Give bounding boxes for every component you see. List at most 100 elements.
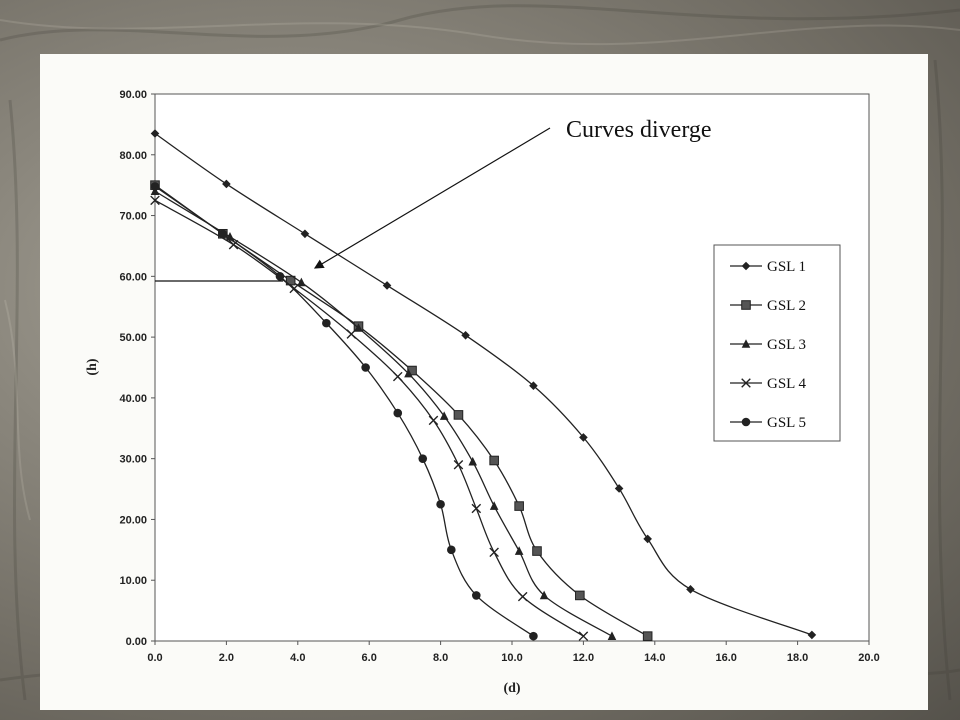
y-axis-title: (h) [85, 358, 100, 375]
data-point [461, 330, 470, 340]
data-point [517, 591, 528, 602]
legend-label: GSL 2 [767, 298, 806, 314]
data-point [539, 590, 549, 600]
x-tick-label: 4.0 [290, 652, 305, 664]
data-point [807, 630, 817, 640]
data-point [575, 590, 585, 601]
legend-entry: GSL 4 [730, 376, 807, 392]
legend-entry: GSL 1 [730, 259, 806, 275]
data-point [150, 186, 160, 196]
data-point [447, 545, 456, 555]
y-tick-label: 50.00 [119, 332, 147, 344]
data-point [578, 631, 589, 641]
x-tick-label: 20.0 [858, 652, 879, 664]
legend-label: GSL 3 [767, 337, 806, 353]
data-point [393, 408, 403, 418]
y-tick-label: 70.00 [119, 211, 147, 223]
legend-entry: GSL 5 [730, 415, 806, 431]
x-tick-label: 0.0 [147, 652, 162, 664]
data-point [453, 410, 464, 420]
data-point [354, 323, 363, 332]
y-tick-label: 60.00 [119, 271, 147, 283]
y-axis-ticks: 0.00 10.00 20.00 30.00 40.00 50.00 60.00 70.00 8… [119, 89, 155, 648]
data-point [297, 277, 306, 287]
data-point [404, 368, 413, 378]
data-point [643, 534, 652, 544]
data-point [150, 195, 160, 206]
annotation-text: Curves diverge [566, 117, 712, 143]
data-point [471, 503, 482, 514]
data-point [489, 547, 499, 558]
data-point [275, 272, 285, 281]
series-1 [150, 129, 817, 640]
data-point [428, 415, 439, 426]
data-point [218, 229, 228, 239]
y-tick-label: 20.00 [119, 514, 147, 526]
legend: GSL 1 GSL 2 GSL 3 GSL 4 GSL 5 [713, 244, 841, 442]
y-tick-label: 10.00 [119, 575, 147, 587]
data-point [392, 371, 403, 382]
data-point [642, 631, 653, 641]
x-axis-ticks: 0.0 2.0 4.0 6.0 8.0 10.0 12.0 14.0 16.0 18.0 20.0 [147, 641, 880, 664]
data-point [228, 239, 239, 250]
annotation-arrow [313, 127, 551, 269]
data-point [529, 381, 538, 391]
series-line [154, 190, 613, 637]
x-tick-label: 10.0 [501, 652, 522, 664]
legend-marker [741, 261, 751, 271]
legend-entry: GSL 3 [730, 337, 806, 353]
data-point [222, 179, 231, 189]
y-tick-label: 80.00 [119, 150, 147, 162]
series-line [154, 184, 648, 637]
legend-entry: GSL 2 [730, 298, 806, 314]
x-tick-label: 18.0 [787, 652, 808, 664]
legend-label: GSL 1 [767, 259, 806, 275]
data-point [614, 484, 624, 493]
data-point [382, 281, 392, 290]
legend-marker [741, 378, 751, 388]
y-tick-label: 30.00 [119, 454, 147, 466]
data-point [529, 631, 538, 641]
legend-entries: GSL 1 GSL 2 GSL 3 GSL 4 GSL 5 [730, 259, 807, 431]
y-tick-label: 0.00 [126, 636, 147, 648]
data-point [468, 456, 478, 466]
data-point [532, 546, 542, 556]
legend-box [713, 244, 841, 442]
legend-label: GSL 4 [767, 376, 807, 392]
legend-label: GSL 5 [767, 415, 806, 431]
x-axis-title: (d) [503, 681, 520, 696]
legend-marker [741, 300, 751, 310]
y-tick-label: 40.00 [119, 393, 147, 405]
data-point [418, 454, 428, 463]
data-point [472, 591, 481, 600]
data-point [346, 329, 357, 339]
series-3 [150, 186, 617, 640]
data-point [289, 283, 300, 294]
data-point [300, 229, 310, 239]
data-point [579, 433, 588, 442]
data-point [150, 182, 160, 191]
data-point [322, 318, 331, 328]
data-point [489, 455, 499, 466]
series-line [154, 132, 813, 636]
data-point [453, 459, 464, 470]
x-tick-label: 12.0 [573, 652, 594, 664]
data-point [489, 501, 499, 510]
legend-marker [741, 417, 751, 427]
data-point [361, 363, 370, 372]
x-tick-label: 14.0 [644, 652, 665, 664]
series-layer [150, 129, 817, 641]
series-5 [150, 182, 538, 641]
data-point [436, 499, 445, 509]
data-point [439, 411, 449, 420]
x-tick-label: 2.0 [219, 652, 234, 664]
x-tick-label: 6.0 [362, 652, 377, 664]
data-point [514, 546, 524, 555]
series-4 [150, 195, 589, 641]
data-point [150, 129, 160, 138]
y-tick-label: 90.00 [119, 89, 147, 101]
data-point [607, 631, 617, 640]
legend-marker [741, 339, 751, 348]
data-point [225, 232, 235, 241]
